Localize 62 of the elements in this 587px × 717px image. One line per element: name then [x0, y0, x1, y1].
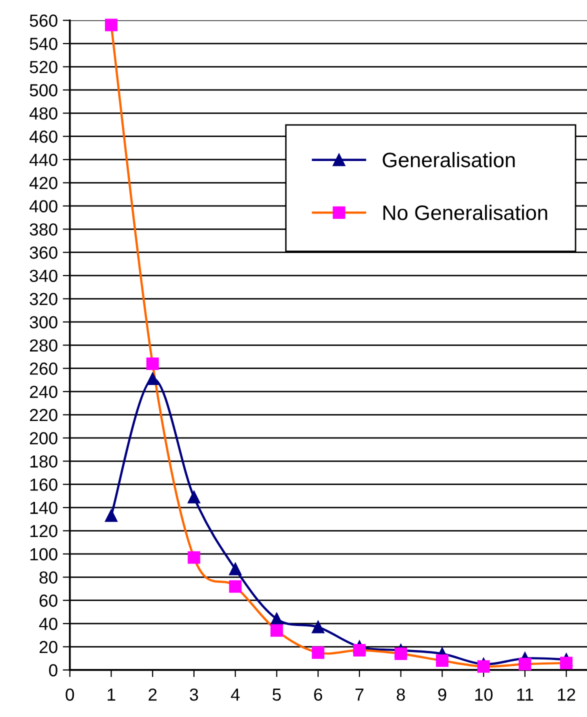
x-tick-label: 4	[230, 688, 240, 701]
y-tick-label: 80	[39, 571, 58, 584]
y-tick-label: 280	[30, 339, 58, 352]
y-tick-label: 380	[30, 223, 58, 236]
y-tick-label: 20	[40, 640, 58, 654]
y-tick-label: 400	[29, 200, 58, 212]
y-tick-label: 360	[30, 246, 58, 259]
y-tick-label: 560	[30, 14, 58, 27]
y-tick-label: 320	[30, 292, 58, 306]
x-tick-label: 11	[517, 688, 534, 701]
x-tick-label: 10	[475, 688, 493, 701]
point	[188, 551, 200, 564]
point	[560, 656, 573, 670]
point	[270, 612, 283, 626]
y-tick-label: 100	[30, 548, 58, 560]
y-tick-label: 220	[30, 408, 58, 422]
legend-label: Generalisation	[382, 152, 515, 168]
x-tick-label: 3	[190, 688, 198, 701]
point	[436, 654, 448, 667]
point	[188, 490, 200, 504]
y-tick-label: 0	[49, 664, 58, 676]
point	[312, 620, 324, 634]
y-tick-label: 520	[30, 60, 58, 74]
x-tick-label: 7	[356, 688, 364, 701]
point	[104, 18, 118, 32]
y-tick-label: 340	[30, 270, 58, 282]
y-tick-label: 60	[40, 594, 58, 607]
point	[229, 562, 242, 576]
x-tick-label: 1	[108, 688, 116, 701]
x-tick-label: 5	[272, 688, 281, 701]
y-tick-label: 480	[29, 107, 58, 120]
y-tick-label: 300	[30, 316, 58, 328]
y-tick-label: 440	[29, 154, 58, 166]
point	[312, 646, 324, 659]
x-tick-label: 0	[66, 688, 74, 701]
point	[146, 372, 159, 386]
x-tick-label: 8	[396, 688, 405, 701]
x-tick-label: 6	[314, 688, 322, 701]
x-tick-label: 12	[558, 688, 576, 701]
y-tick-label: 500	[30, 84, 58, 96]
y-tick-label: 240	[30, 386, 58, 398]
y-tick-label: 180	[30, 455, 58, 468]
y-tick-label: 540	[30, 38, 58, 50]
y-tick-label: 260	[30, 362, 58, 375]
point	[270, 624, 283, 637]
point	[518, 658, 532, 670]
point	[353, 644, 366, 656]
point	[394, 647, 408, 660]
y-tick-label: 140	[30, 502, 58, 514]
point	[477, 660, 490, 673]
legend-label: No Generalisation	[383, 204, 548, 220]
y-tick-label: 200	[30, 432, 58, 444]
point	[104, 509, 118, 522]
point	[229, 580, 242, 593]
point	[146, 357, 159, 370]
y-tick-label: 460	[29, 130, 58, 143]
y-tick-label: 40	[39, 618, 58, 630]
x-tick-label: 2	[148, 688, 157, 701]
y-tick-label: 120	[30, 524, 58, 538]
y-tick-label: 160	[30, 478, 58, 491]
x-tick-label: 9	[438, 688, 446, 701]
y-tick-label: 420	[29, 176, 58, 190]
